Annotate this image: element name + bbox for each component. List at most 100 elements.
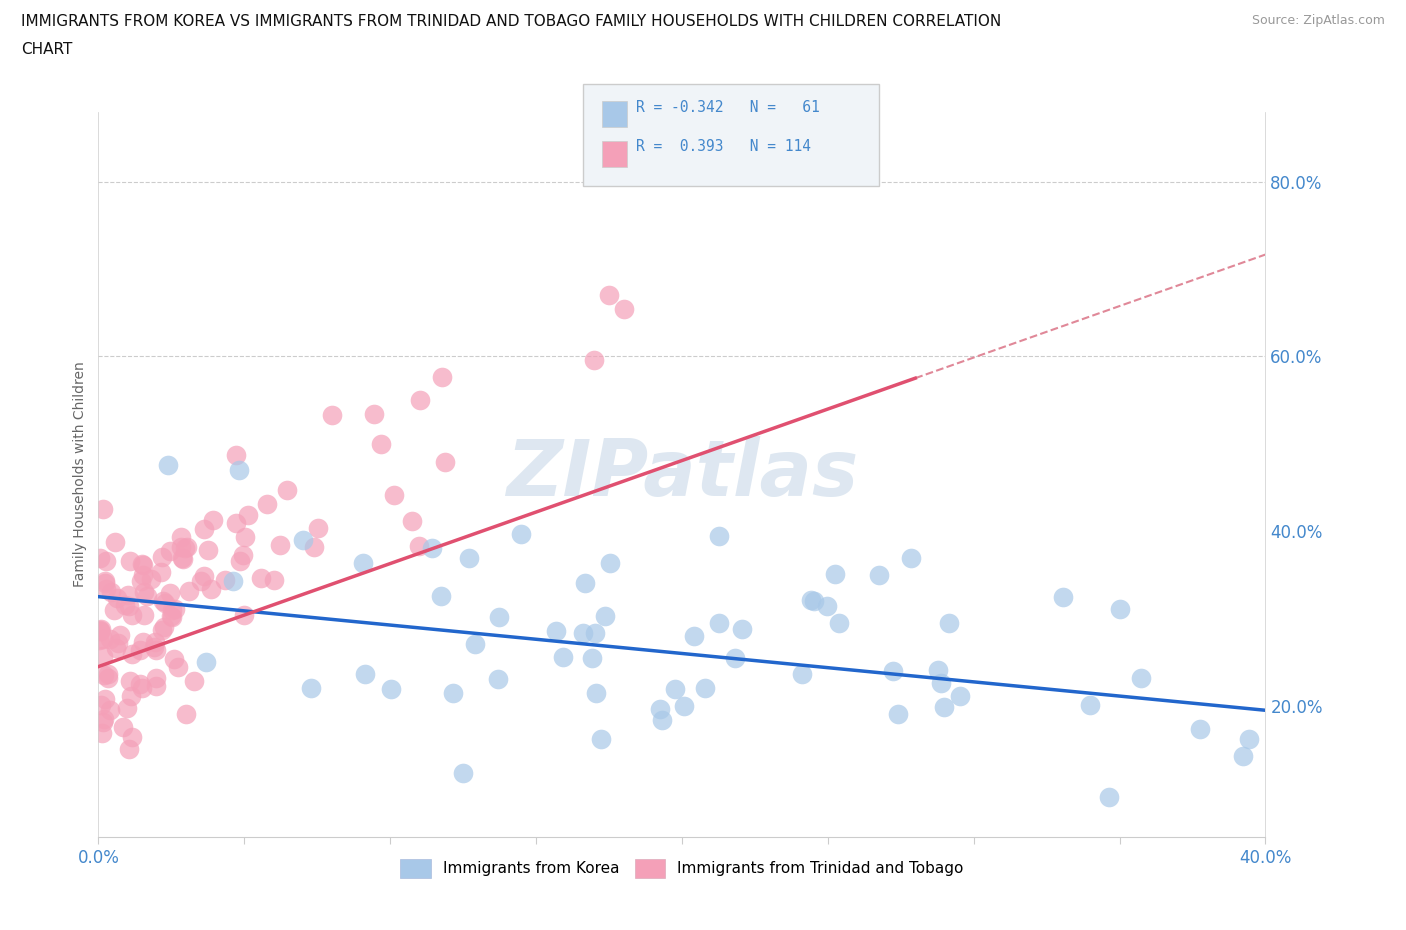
Text: CHART: CHART [21,42,73,57]
Point [228,462,250,477]
Point [120,673,142,688]
Point [177,584,200,599]
Point [121,646,143,661]
Text: R =  0.393   N = 114: R = 0.393 N = 114 [636,140,810,154]
Point [451,765,474,780]
Point [931,676,953,691]
Point [731,621,754,636]
Point [938,615,960,630]
Point [420,540,443,555]
Point [551,650,574,665]
Point [160,603,183,618]
Point [401,513,423,528]
Point [593,608,616,623]
Point [193,522,215,537]
Point [384,487,406,502]
Point [370,436,392,451]
Point [91,715,114,730]
Point [91,501,114,516]
Point [228,554,250,569]
Point [105,591,128,605]
Point [949,688,972,703]
Point [94,574,117,589]
Point [145,671,167,686]
Point [90,621,112,636]
Point [363,406,385,421]
Point [141,571,163,586]
Point [673,699,696,714]
Point [263,573,285,588]
Point [89,624,111,639]
Point [87,632,110,647]
Point [112,719,135,734]
Point [170,529,193,544]
Point [159,586,181,601]
Point [927,663,949,678]
Point [707,529,730,544]
Point [353,667,375,682]
Text: ZIPatlas: ZIPatlas [506,436,858,512]
Point [93,711,115,726]
Point [591,732,613,747]
Point [118,599,141,614]
Point [152,593,174,608]
Point [1130,671,1153,685]
Point [664,682,686,697]
Point [150,623,173,638]
Point [236,507,259,522]
Point [276,483,298,498]
Point [100,631,122,646]
Point [107,635,129,650]
Point [167,660,190,675]
Point [882,664,904,679]
Point [1078,698,1101,712]
Point [128,677,150,692]
Point [135,589,157,604]
Point [176,539,198,554]
Point [486,671,509,686]
Point [129,643,152,658]
Point [1098,790,1121,804]
Point [256,497,278,512]
Point [430,589,453,604]
Point [143,634,166,649]
Point [89,551,111,565]
Point [1237,732,1260,747]
Point [1109,601,1132,616]
Point [105,641,128,656]
Point [145,679,167,694]
Point [104,534,127,549]
Point [93,668,115,683]
Point [132,558,155,573]
Point [574,576,596,591]
Point [380,682,402,697]
Point [131,557,153,572]
Point [93,691,115,706]
Point [153,619,176,634]
Point [172,551,194,566]
Point [707,616,730,631]
Text: R = -0.342   N =   61: R = -0.342 N = 61 [636,100,820,114]
Point [269,538,291,552]
Point [231,548,253,563]
Point [571,625,593,640]
Point [307,521,329,536]
Point [886,707,908,722]
Point [803,593,825,608]
Point [90,698,112,713]
Point [94,575,117,590]
Point [143,639,166,654]
Point [174,540,197,555]
Point [160,608,183,623]
Point [408,538,430,553]
Point [200,581,222,596]
Point [214,573,236,588]
Point [174,707,197,722]
Point [488,609,510,624]
Point [170,551,193,565]
Point [225,447,247,462]
Point [544,623,567,638]
Point [160,610,183,625]
Point [792,667,814,682]
Point [828,616,851,631]
